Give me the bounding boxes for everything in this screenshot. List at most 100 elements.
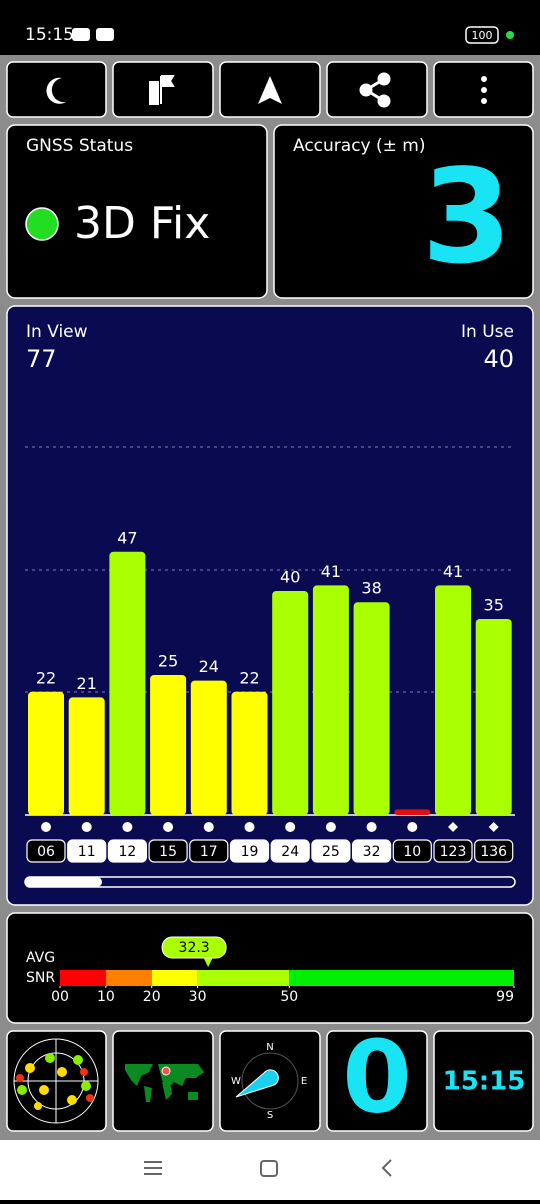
signal-marker bbox=[203, 822, 214, 832]
snr-tick-label: 30 bbox=[189, 989, 207, 1005]
status-bar bbox=[0, 0, 540, 55]
satellite-id: 25 bbox=[322, 844, 340, 860]
satellite-id-box bbox=[229, 839, 270, 863]
satellite-id-box bbox=[352, 839, 392, 863]
snr-value-label: 41 bbox=[321, 562, 341, 581]
satellite-id-box bbox=[270, 839, 310, 863]
signal-marker bbox=[366, 822, 377, 832]
scrollbar-thumb[interactable] bbox=[25, 877, 102, 887]
satellite-id-box bbox=[189, 839, 229, 863]
snr-bar bbox=[435, 585, 471, 815]
status-icon bbox=[72, 28, 90, 41]
snr-label: SNR bbox=[26, 970, 55, 986]
snr-bar bbox=[312, 585, 349, 815]
signal-marker bbox=[163, 822, 174, 832]
snr-bar bbox=[272, 591, 309, 815]
in-view-count: 77 bbox=[26, 345, 57, 373]
snr-segment bbox=[105, 970, 152, 986]
arrow-icon bbox=[258, 76, 282, 104]
snr-tick-label: 10 bbox=[97, 989, 115, 1005]
grid bbox=[25, 446, 514, 693]
snr-tick-label: 20 bbox=[143, 989, 161, 1005]
average-badge bbox=[161, 936, 227, 959]
snr-value-label: 41 bbox=[443, 562, 463, 581]
compass-letter: S bbox=[267, 1110, 273, 1121]
speed-value: 0 bbox=[342, 1018, 412, 1135]
clock-tile[interactable] bbox=[433, 1030, 534, 1132]
compass-letter: W bbox=[231, 1076, 241, 1087]
accuracy-label: Accuracy (± m) bbox=[293, 136, 426, 156]
snr-segment bbox=[151, 970, 198, 986]
snr-value-label: 22 bbox=[239, 668, 259, 687]
snr-segment bbox=[197, 970, 290, 986]
signal-marker bbox=[244, 822, 255, 832]
share-button[interactable] bbox=[326, 61, 428, 118]
snr-tick-label: 50 bbox=[280, 989, 298, 1005]
status-dot bbox=[506, 31, 514, 39]
compass-dial bbox=[241, 1052, 299, 1110]
signal-marker bbox=[122, 822, 133, 832]
snr-bars: 22 06 21 11 47 12 25 15 24 17 22 19 40 24 41 25 38 32 10 41… bbox=[26, 528, 514, 863]
gnss-status-label: GNSS Status bbox=[26, 136, 133, 156]
share-icon bbox=[359, 72, 391, 108]
snr-value-label: 22 bbox=[36, 668, 56, 687]
night-mode-button[interactable] bbox=[6, 61, 107, 118]
speed-tile[interactable] bbox=[326, 1030, 428, 1132]
back-button[interactable] bbox=[381, 1159, 392, 1177]
satellite-id: 12 bbox=[118, 844, 136, 860]
signal-marker bbox=[41, 822, 51, 832]
satellite-id: 24 bbox=[281, 844, 299, 860]
snr-tick-label: 99 bbox=[496, 989, 514, 1005]
satellite-id: 19 bbox=[241, 844, 259, 860]
status-icon bbox=[96, 28, 114, 41]
signal-marker bbox=[285, 822, 296, 832]
satellite-id-box bbox=[26, 839, 66, 863]
satellite-id: 06 bbox=[37, 844, 55, 860]
in-use-count: 40 bbox=[483, 345, 514, 373]
satellite-id-box bbox=[67, 839, 107, 863]
satellite-id-box bbox=[148, 839, 188, 863]
status-time: 15:15 bbox=[25, 25, 74, 45]
snr-tick-label: 00 bbox=[51, 989, 69, 1005]
snr-value-label: 40 bbox=[280, 568, 300, 587]
snr-value-label: 35 bbox=[484, 596, 504, 615]
fix-indicator bbox=[25, 207, 59, 241]
tiles: N W E S 0 15:15 bbox=[6, 1018, 534, 1135]
home-button[interactable] bbox=[260, 1160, 278, 1177]
poi-button[interactable] bbox=[112, 61, 214, 118]
snr-value-label: 47 bbox=[117, 528, 137, 547]
satellite-id: 11 bbox=[78, 844, 96, 860]
satellite-id-box bbox=[311, 839, 351, 863]
compass-letter: N bbox=[266, 1042, 273, 1053]
snr-bar bbox=[231, 691, 268, 815]
battery-level: 100 bbox=[472, 29, 493, 42]
snr-value-label: 21 bbox=[77, 674, 97, 693]
sky-plot bbox=[13, 1038, 99, 1124]
signal-marker bbox=[81, 822, 92, 832]
satellite-id: 10 bbox=[403, 844, 421, 860]
snr-value-label: 24 bbox=[199, 657, 219, 676]
menu-icon bbox=[481, 76, 487, 104]
satellite-id-box bbox=[433, 839, 473, 863]
signal-marker bbox=[407, 822, 418, 832]
snr-bar bbox=[68, 697, 105, 815]
gnss-status-panel bbox=[6, 124, 268, 299]
world-map bbox=[125, 1064, 204, 1102]
average-pointer bbox=[203, 957, 214, 967]
snr-value-label: 38 bbox=[361, 579, 381, 598]
nav-bar bbox=[0, 1140, 540, 1200]
in-use-label: In Use bbox=[461, 322, 514, 342]
clock-value: 15:15 bbox=[443, 1067, 526, 1097]
snr-segment bbox=[289, 970, 514, 986]
person-flag-icon bbox=[149, 75, 175, 105]
toolbar bbox=[6, 61, 534, 118]
recents-button[interactable] bbox=[144, 1161, 162, 1175]
satellite-id-box bbox=[474, 839, 514, 863]
gnss-status-value: 3D Fix bbox=[74, 198, 210, 249]
accuracy-panel bbox=[273, 124, 534, 299]
accuracy-value: 3 bbox=[422, 141, 512, 293]
compass-letter: E bbox=[301, 1076, 307, 1087]
satellite-id: 17 bbox=[200, 844, 218, 860]
snr-bar bbox=[353, 602, 390, 815]
